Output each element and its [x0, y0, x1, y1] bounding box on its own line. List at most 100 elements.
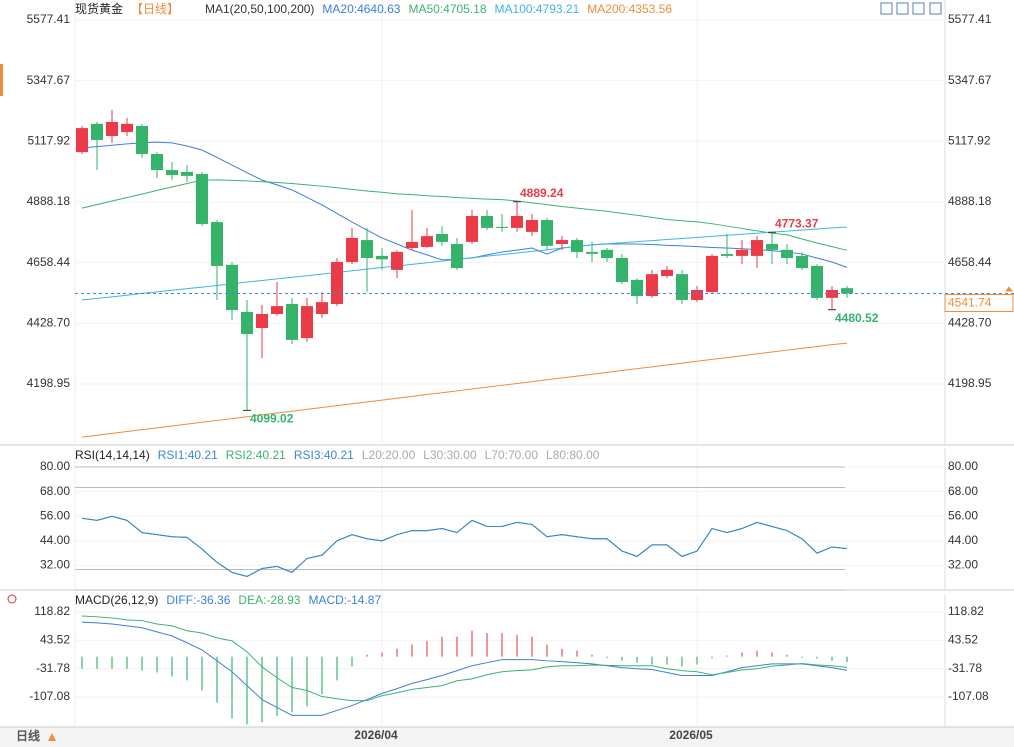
candle-body: [271, 306, 283, 315]
candle-body: [241, 311, 253, 335]
legend-item: RSI1:40.21: [158, 448, 218, 462]
y-tick-label: 68.00: [40, 484, 70, 498]
candle-body: [811, 265, 823, 298]
candle-body: [331, 261, 343, 304]
legend-item: MA20:4640.63: [322, 2, 400, 16]
candle-body: [781, 249, 793, 259]
legend-item: DEA:-28.93: [238, 593, 300, 607]
y-tick-label-right: 118.82: [948, 604, 984, 618]
candle-body: [721, 254, 733, 256]
last-price-label: 4541.74: [948, 296, 992, 310]
period-button[interactable]: 日线: [16, 728, 40, 743]
candle-body: [76, 128, 88, 153]
y-tick-label-right: 5577.41: [948, 12, 992, 26]
candle-body: [196, 174, 208, 224]
candle-body: [361, 240, 373, 259]
icon[interactable]: [896, 2, 909, 15]
y-tick-label-right: 4888.18: [948, 194, 992, 208]
legend-item: 现货黄金: [75, 1, 123, 16]
last-price-marker: [1005, 286, 1013, 292]
candle-body: [466, 216, 478, 242]
legend-item: L30:30.00: [423, 448, 477, 462]
candle-body: [406, 241, 418, 248]
legend-item: MACD:-14.87: [308, 593, 381, 607]
candle-body: [106, 122, 118, 137]
icon[interactable]: [929, 2, 942, 15]
candle-body: [181, 171, 193, 176]
y-tick-label: 4198.95: [27, 376, 71, 390]
annotation-label: 4773.37: [775, 216, 819, 230]
legend-item: L20:20.00: [362, 448, 416, 462]
legend-item: MA50:4705.18: [408, 2, 486, 16]
y-tick-label-right: -107.08: [948, 689, 989, 703]
y-tick-label-right: 44.00: [948, 533, 978, 547]
candle-body: [601, 249, 613, 259]
y-tick-label-right: 32.00: [948, 558, 978, 572]
period-arrow[interactable]: [48, 733, 56, 741]
candle-body: [496, 226, 508, 228]
candle-body: [91, 123, 103, 140]
candle-body: [481, 216, 493, 228]
candle-body: [256, 314, 268, 329]
icon[interactable]: [912, 2, 925, 15]
y-tick-label: 5577.41: [27, 12, 71, 26]
toolbar-icons[interactable]: [880, 2, 942, 15]
candle-body: [646, 274, 658, 297]
candle-body: [226, 264, 238, 311]
y-tick-label: 4428.70: [27, 316, 71, 330]
candle-body: [676, 274, 688, 301]
candle-body: [376, 255, 388, 260]
candle-body: [706, 255, 718, 293]
y-tick-label-right: 43.52: [948, 632, 978, 646]
candle-body: [136, 125, 148, 154]
y-tick-label-right: 4198.95: [948, 376, 992, 390]
legend-item: L80:80.00: [546, 448, 600, 462]
y-tick-label: 4888.18: [27, 194, 71, 208]
candle-body: [691, 289, 703, 301]
x-tick-label: 2026/05: [669, 728, 713, 742]
candle-body: [571, 240, 583, 252]
y-tick-label: 44.00: [40, 533, 70, 547]
candle-body: [796, 255, 808, 269]
footer-bar: [0, 727, 1014, 747]
candle-body: [526, 219, 538, 232]
ma-line: [81, 342, 848, 438]
y-tick-label: 5117.92: [28, 133, 71, 147]
legend-item: MA1(20,50,100,200): [205, 2, 314, 16]
candle-body: [586, 251, 598, 254]
y-tick-label-right: 5347.67: [948, 73, 992, 87]
legend-item: MA200:4353.56: [587, 2, 672, 16]
icon[interactable]: [880, 2, 893, 15]
legend-item: RSI3:40.21: [294, 448, 354, 462]
y-tick-label-right: 4658.44: [948, 255, 992, 269]
x-tick-label: 2026/04: [354, 728, 398, 742]
annotation-label: 4889.24: [520, 186, 564, 200]
candle-body: [841, 288, 853, 294]
y-tick-label: 5347.67: [27, 73, 71, 87]
annotation-label: 4480.52: [835, 311, 879, 325]
y-tick-label: 118.82: [34, 604, 70, 618]
rsi-line: [81, 515, 848, 578]
legend-item: L70:70.00: [485, 448, 539, 462]
y-tick-label-right: 4428.70: [948, 316, 992, 330]
y-tick-label-right: 5117.92: [948, 133, 991, 147]
candle-body: [211, 222, 223, 266]
settings-icon[interactable]: [7, 594, 17, 604]
candle-body: [421, 236, 433, 247]
candle-body: [166, 170, 178, 176]
y-tick-label: 80.00: [40, 459, 70, 473]
candle-body: [661, 269, 673, 276]
last-price-box: [944, 293, 1014, 312]
candle-body: [391, 251, 403, 270]
candle-body: [556, 240, 568, 245]
legend-item: RSI(14,14,14): [75, 448, 150, 462]
candle-body: [541, 219, 553, 246]
candle-body: [316, 302, 328, 315]
y-tick-label-right: -31.78: [948, 661, 982, 675]
ma-line: [81, 179, 848, 251]
candle-body: [151, 153, 163, 171]
candle-body: [616, 258, 628, 283]
y-tick-label: 43.52: [40, 632, 70, 646]
